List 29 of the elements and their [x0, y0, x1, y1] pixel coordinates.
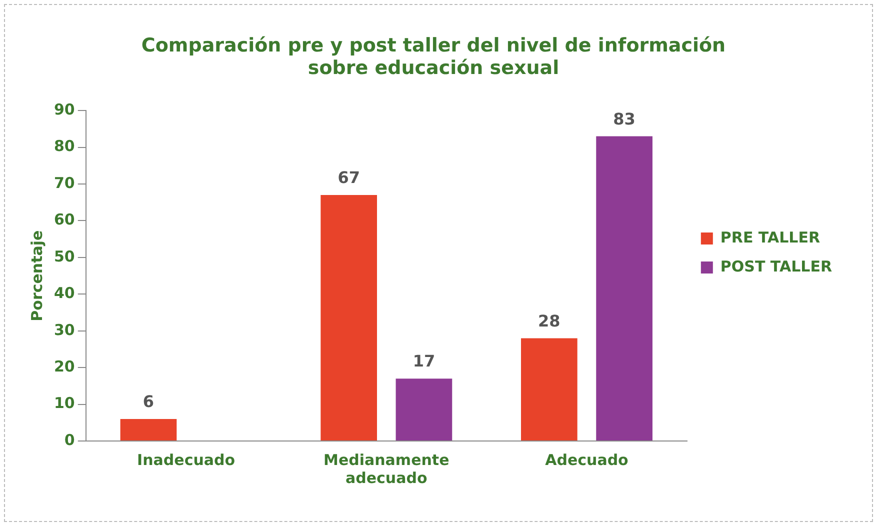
data-label: 28 — [538, 311, 560, 330]
y-tick-label: 60 — [54, 210, 75, 229]
y-tick-label: 70 — [54, 174, 75, 192]
legend-label: POST TALLER — [720, 257, 832, 276]
y-tick-label: 90 — [54, 100, 75, 118]
data-label: 83 — [613, 109, 636, 128]
bar — [520, 338, 578, 440]
bar — [396, 378, 452, 440]
category-label: adecuado — [346, 468, 428, 487]
legend-label: PRE TALLER — [720, 228, 820, 246]
category-label: Medianamente — [324, 450, 450, 469]
text: Comparación pre y post taller del nivel de información — [141, 34, 726, 56]
y-tick-label: 0 — [64, 430, 75, 449]
bar — [596, 136, 652, 440]
category-label: Inadecuado — [137, 450, 236, 469]
y-tick-label: 10 — [54, 394, 75, 412]
y-tick-label: 80 — [54, 137, 75, 156]
data-label: 67 — [338, 168, 360, 188]
bar — [320, 195, 377, 440]
y-tick-label: 50 — [54, 247, 75, 266]
y-axis-title: Porcentaje — [28, 230, 46, 322]
y-tick-label: 20 — [54, 357, 75, 376]
data-label: 6 — [142, 392, 154, 412]
y-tick-label: 40 — [54, 284, 75, 302]
y-tick-label: 30 — [54, 320, 75, 339]
data-label: 17 — [412, 352, 436, 371]
category-label: Adecuado — [545, 450, 628, 469]
text: sobre educación sexual — [308, 57, 560, 80]
bar — [120, 418, 177, 440]
